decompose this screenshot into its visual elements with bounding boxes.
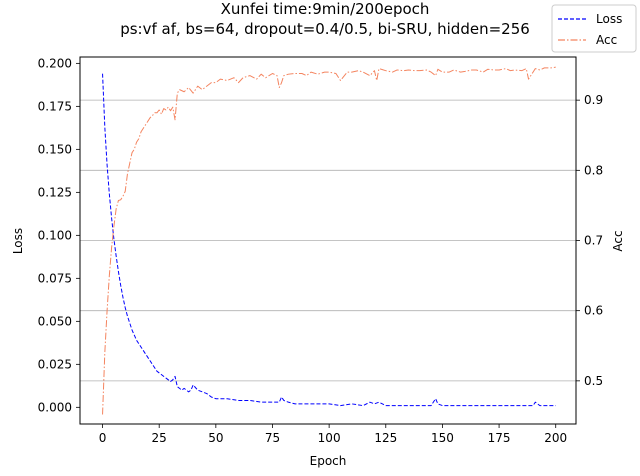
x-tick-label: 50: [208, 431, 223, 445]
right-axis-gridlines: [80, 99, 576, 382]
x-tick-label: 100: [318, 431, 341, 445]
left-y-tick-label: 0.200: [38, 56, 72, 70]
left-y-tick-label: 0.150: [38, 142, 72, 156]
x-tick-label: 200: [544, 431, 567, 445]
right-y-tick-label: 0.8: [584, 163, 603, 177]
x-tick-label: 150: [431, 431, 454, 445]
left-y-tick-label: 0.175: [38, 99, 72, 113]
x-tick-label: 125: [374, 431, 397, 445]
right-y-tick-label: 0.7: [584, 234, 603, 248]
right-y-axis-ticks: 0.5 0.6 0.7 0.8 0.9: [576, 93, 603, 388]
series-lines: [102, 66, 556, 415]
x-tick-label: 175: [488, 431, 511, 445]
left-y-tick-label: 0.075: [38, 271, 72, 285]
x-tick-label: 0: [99, 431, 107, 445]
series-line-loss: [102, 73, 556, 407]
chart-subtitle: ps:vf af, bs=64, dropout=0.4/0.5, bi-SRU…: [120, 20, 530, 38]
x-tick-label: 25: [152, 431, 167, 445]
right-y-tick-label: 0.9: [584, 93, 603, 107]
chart-title: Xunfei time:9min/200epoch: [221, 0, 430, 18]
right-y-axis-label: Acc: [611, 230, 625, 251]
legend-label-acc: Acc: [596, 33, 617, 47]
x-tick-label: 75: [265, 431, 280, 445]
left-y-tick-label: 0.000: [38, 400, 72, 414]
right-y-tick-label: 0.6: [584, 304, 603, 318]
legend-label-loss: Loss: [596, 12, 622, 26]
left-y-tick-label: 0.100: [38, 228, 72, 242]
series-line-acc: [102, 66, 556, 415]
left-y-tick-label: 0.025: [38, 357, 72, 371]
left-y-axis-label: Loss: [11, 228, 25, 254]
left-y-tick-label: 0.050: [38, 314, 72, 328]
right-y-tick-label: 0.5: [584, 374, 603, 388]
x-axis-label: Epoch: [310, 454, 347, 468]
x-axis-ticks: 0 25 50 75 100 125 150 175 200: [99, 424, 567, 445]
legend: Loss Acc: [551, 4, 637, 53]
left-y-tick-label: 0.125: [38, 185, 72, 199]
left-y-axis-ticks: 0.000 0.025 0.050 0.075 0.100 0.125 0.150 0.175…: [38, 56, 80, 414]
legend-box: [551, 4, 637, 53]
